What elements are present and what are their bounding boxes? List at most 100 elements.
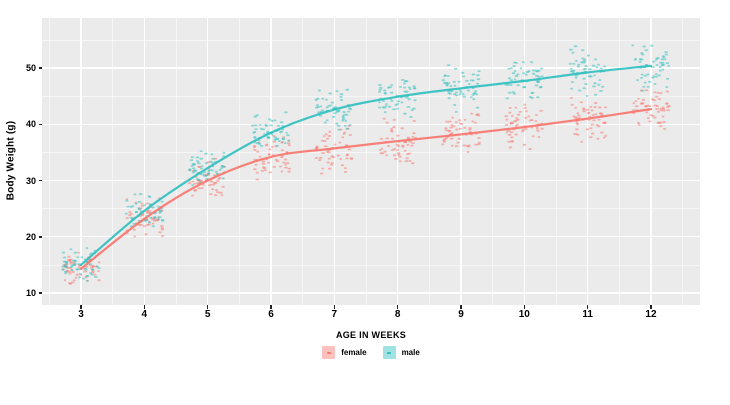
jitter-point-male <box>195 160 200 163</box>
jitter-point-male <box>650 66 655 69</box>
jitter-point-male <box>572 62 576 65</box>
smooth-line-male <box>79 64 653 266</box>
jitter-point-female <box>447 129 451 132</box>
jitter-point-female <box>403 149 407 152</box>
x-tick-mark <box>333 305 336 309</box>
x-tick-label: 7 <box>331 309 338 320</box>
point-key-icon <box>326 351 331 354</box>
jitter-point-male <box>636 79 639 81</box>
female-swatch-icon <box>322 346 336 359</box>
jitter-point-male <box>445 84 449 87</box>
major-gridline-x <box>270 18 272 305</box>
jitter-point-female <box>280 149 284 152</box>
jitter-point-female <box>211 188 215 191</box>
minor-gridline-x <box>365 18 367 305</box>
jitter-point-male <box>279 130 284 133</box>
jitter-point-female <box>505 131 509 134</box>
jitter-point-male <box>252 131 256 134</box>
jitter-point-male <box>188 169 192 172</box>
jitter-point-female <box>577 114 581 117</box>
jitter-point-female <box>603 136 606 139</box>
jitter-point-male <box>276 124 281 127</box>
jitter-point-female <box>387 145 391 147</box>
jitter-point-female <box>589 127 593 130</box>
jitter-point-female <box>261 162 266 165</box>
jitter-point-male <box>281 124 284 127</box>
jitter-point-female <box>191 180 195 183</box>
jitter-point-female <box>200 187 204 190</box>
jitter-point-male <box>145 219 149 221</box>
jitter-point-male <box>644 49 648 52</box>
jitter-point-male <box>569 48 573 51</box>
jitter-point-female <box>514 133 518 136</box>
jitter-point-female <box>158 231 162 234</box>
jitter-point-female <box>397 145 401 148</box>
jitter-point-female <box>336 154 340 157</box>
jitter-point-female <box>287 170 291 173</box>
jitter-point-male <box>455 91 458 94</box>
jitter-point-male <box>475 106 480 109</box>
jitter-point-female <box>320 172 324 175</box>
jitter-point-female <box>466 151 470 153</box>
minor-gridline-y <box>42 95 700 97</box>
jitter-point-male <box>642 85 646 88</box>
minor-gridline-x <box>238 18 240 305</box>
jitter-point-male <box>275 144 279 147</box>
jitter-point-male <box>634 57 638 60</box>
jitter-point-male <box>61 268 65 271</box>
jitter-point-male <box>69 265 74 268</box>
jitter-point-male <box>318 114 323 117</box>
jitter-point-female <box>518 110 522 113</box>
jitter-point-female <box>507 133 512 136</box>
jitter-point-male <box>413 99 417 102</box>
jitter-point-female <box>326 137 329 140</box>
jitter-point-male <box>574 76 578 79</box>
jitter-point-male <box>378 88 382 91</box>
jitter-point-male <box>472 98 476 101</box>
jitter-point-female <box>349 157 354 160</box>
jitter-point-female <box>125 198 129 201</box>
jitter-point-male <box>192 163 196 166</box>
jitter-point-female <box>284 163 287 166</box>
x-tick-mark <box>523 305 526 309</box>
jitter-point-male <box>147 221 151 224</box>
jitter-point-female <box>144 233 148 236</box>
jitter-point-male <box>190 165 194 167</box>
jitter-point-male <box>534 84 539 87</box>
jitter-point-female <box>379 152 383 155</box>
jitter-point-female <box>523 107 527 109</box>
jitter-point-male <box>592 85 596 88</box>
jitter-point-female <box>133 235 137 238</box>
jitter-point-female <box>653 116 657 119</box>
jitter-point-male <box>457 80 461 83</box>
jitter-point-male <box>211 157 215 160</box>
jitter-point-female <box>282 161 286 164</box>
x-tick-mark <box>206 305 209 309</box>
major-gridline-x <box>397 18 399 305</box>
jitter-point-male <box>157 218 160 221</box>
jitter-point-male <box>400 101 404 104</box>
jitter-point-female <box>75 273 79 276</box>
major-gridline-x <box>586 18 589 305</box>
jitter-point-female <box>599 112 604 115</box>
x-tick-mark <box>396 305 399 309</box>
jitter-point-female <box>536 127 539 130</box>
jitter-point-male <box>191 171 196 174</box>
jitter-point-male <box>580 61 583 64</box>
jitter-point-female <box>444 129 448 132</box>
jitter-point-male <box>452 80 456 83</box>
jitter-point-female <box>510 136 514 139</box>
jitter-point-female <box>346 153 349 156</box>
jitter-point-male <box>450 90 454 93</box>
legend-label-female: female <box>341 348 367 357</box>
jitter-point-female <box>280 156 284 159</box>
jitter-point-male <box>333 112 337 115</box>
jitter-point-male <box>447 97 451 100</box>
jitter-point-female <box>470 112 474 115</box>
jitter-point-female <box>392 154 396 157</box>
jitter-point-male <box>534 69 538 72</box>
jitter-point-female <box>197 187 201 190</box>
jitter-point-male <box>330 101 335 104</box>
major-gridline-y <box>42 236 700 238</box>
jitter-point-female <box>97 270 100 272</box>
